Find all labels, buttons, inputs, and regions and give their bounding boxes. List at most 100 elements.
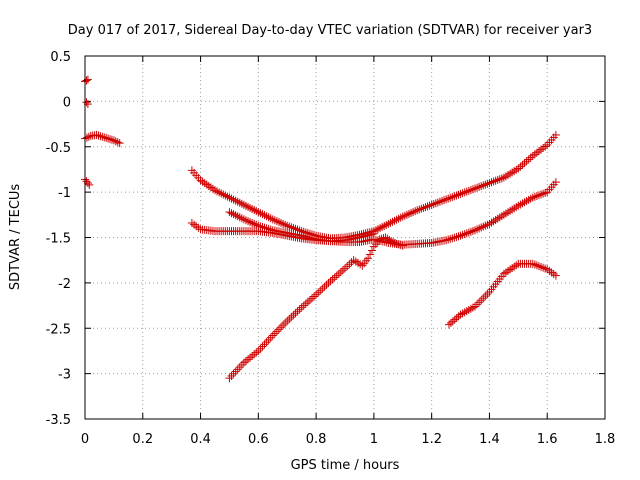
data-point — [504, 171, 513, 180]
data-point — [477, 296, 486, 305]
data-point — [442, 195, 451, 204]
data-point — [508, 205, 517, 214]
y-tick-labels: 0.5 0 -0.5 -1 -1.5 -2 -2.5 -3 -3.5 — [46, 50, 71, 428]
data-point — [379, 234, 388, 243]
data-point — [256, 222, 265, 231]
data-point — [454, 190, 463, 199]
data-point — [250, 350, 259, 359]
data-point — [330, 273, 339, 282]
data-point — [92, 130, 101, 139]
data-point — [450, 315, 459, 324]
data-point — [530, 150, 539, 159]
data-point — [481, 292, 490, 301]
data-point — [225, 193, 234, 202]
data-point — [336, 267, 345, 276]
data-point — [252, 220, 261, 229]
data-point — [258, 210, 267, 219]
data-point — [237, 214, 246, 223]
x-tick-label: 1.4 — [479, 432, 500, 447]
data-point — [295, 305, 304, 314]
data-point — [305, 296, 314, 305]
data-point — [274, 218, 283, 227]
data-point — [462, 187, 471, 196]
data-point — [227, 371, 236, 380]
data-point — [532, 261, 541, 270]
data-point — [541, 264, 550, 273]
data-point — [254, 208, 263, 217]
data-point — [196, 176, 205, 185]
data-point — [409, 208, 418, 217]
data-point — [458, 230, 467, 239]
data-point — [246, 353, 255, 362]
data-point — [312, 290, 321, 299]
data-point — [85, 180, 94, 189]
data-point — [514, 201, 523, 210]
data-point — [524, 195, 533, 204]
data-point — [388, 217, 397, 226]
data-point — [487, 218, 496, 227]
y-tick-label: -1.5 — [46, 232, 71, 247]
data-point — [545, 266, 554, 275]
data-point — [262, 224, 271, 233]
data-point — [254, 221, 263, 230]
data-point — [466, 227, 475, 236]
data-point — [393, 239, 401, 248]
data-point — [452, 313, 461, 322]
y-tick-label: -0.5 — [46, 141, 71, 156]
data-point — [526, 153, 535, 162]
data-point — [244, 202, 253, 211]
data-point — [328, 275, 337, 284]
data-point — [445, 320, 453, 329]
chart-title: Day 017 of 2017, Sidereal Day-to-day VTE… — [68, 23, 592, 38]
data-point — [479, 294, 488, 303]
x-tick-label: 0.8 — [306, 432, 327, 447]
data-point — [279, 321, 288, 330]
data-point — [250, 219, 259, 228]
x-tick-label: 0 — [81, 432, 89, 447]
data-point — [239, 215, 248, 224]
data-point — [396, 213, 405, 222]
data-point — [367, 246, 376, 255]
data-point — [303, 297, 312, 306]
data-point — [341, 264, 349, 273]
data-point — [109, 136, 118, 145]
data-point — [518, 160, 527, 169]
data-point — [404, 209, 413, 218]
data-point — [491, 215, 500, 224]
data-point — [310, 292, 319, 301]
data-point — [307, 294, 316, 303]
data-point — [460, 308, 469, 317]
data-point — [303, 233, 312, 242]
data-point — [310, 234, 319, 243]
data-point — [252, 348, 261, 357]
y-tick-label: -2.5 — [46, 322, 71, 337]
data-point — [111, 137, 120, 146]
data-point — [387, 237, 396, 246]
data-point — [324, 279, 333, 288]
data-point — [268, 215, 277, 224]
data-point — [264, 335, 273, 344]
data-point — [471, 302, 479, 311]
data-point — [208, 184, 217, 193]
data-point — [256, 209, 265, 218]
data-point — [534, 262, 543, 271]
data-point — [106, 135, 115, 144]
data-point — [541, 188, 550, 197]
data-point — [102, 133, 111, 142]
data-point — [338, 266, 347, 275]
data-point — [235, 198, 244, 207]
data-point — [301, 299, 310, 308]
data-point — [479, 222, 488, 231]
data-point — [477, 223, 486, 232]
data-point — [223, 192, 232, 201]
data-point — [524, 155, 533, 164]
x-tick-label: 0.6 — [248, 432, 269, 447]
data-point — [448, 317, 457, 326]
data-point — [429, 200, 438, 209]
data-point — [471, 226, 479, 235]
data-point — [446, 193, 455, 202]
x-tick-label: 0.2 — [132, 432, 153, 447]
data-point — [456, 310, 465, 319]
data-point — [237, 199, 246, 208]
data-point — [448, 234, 457, 243]
